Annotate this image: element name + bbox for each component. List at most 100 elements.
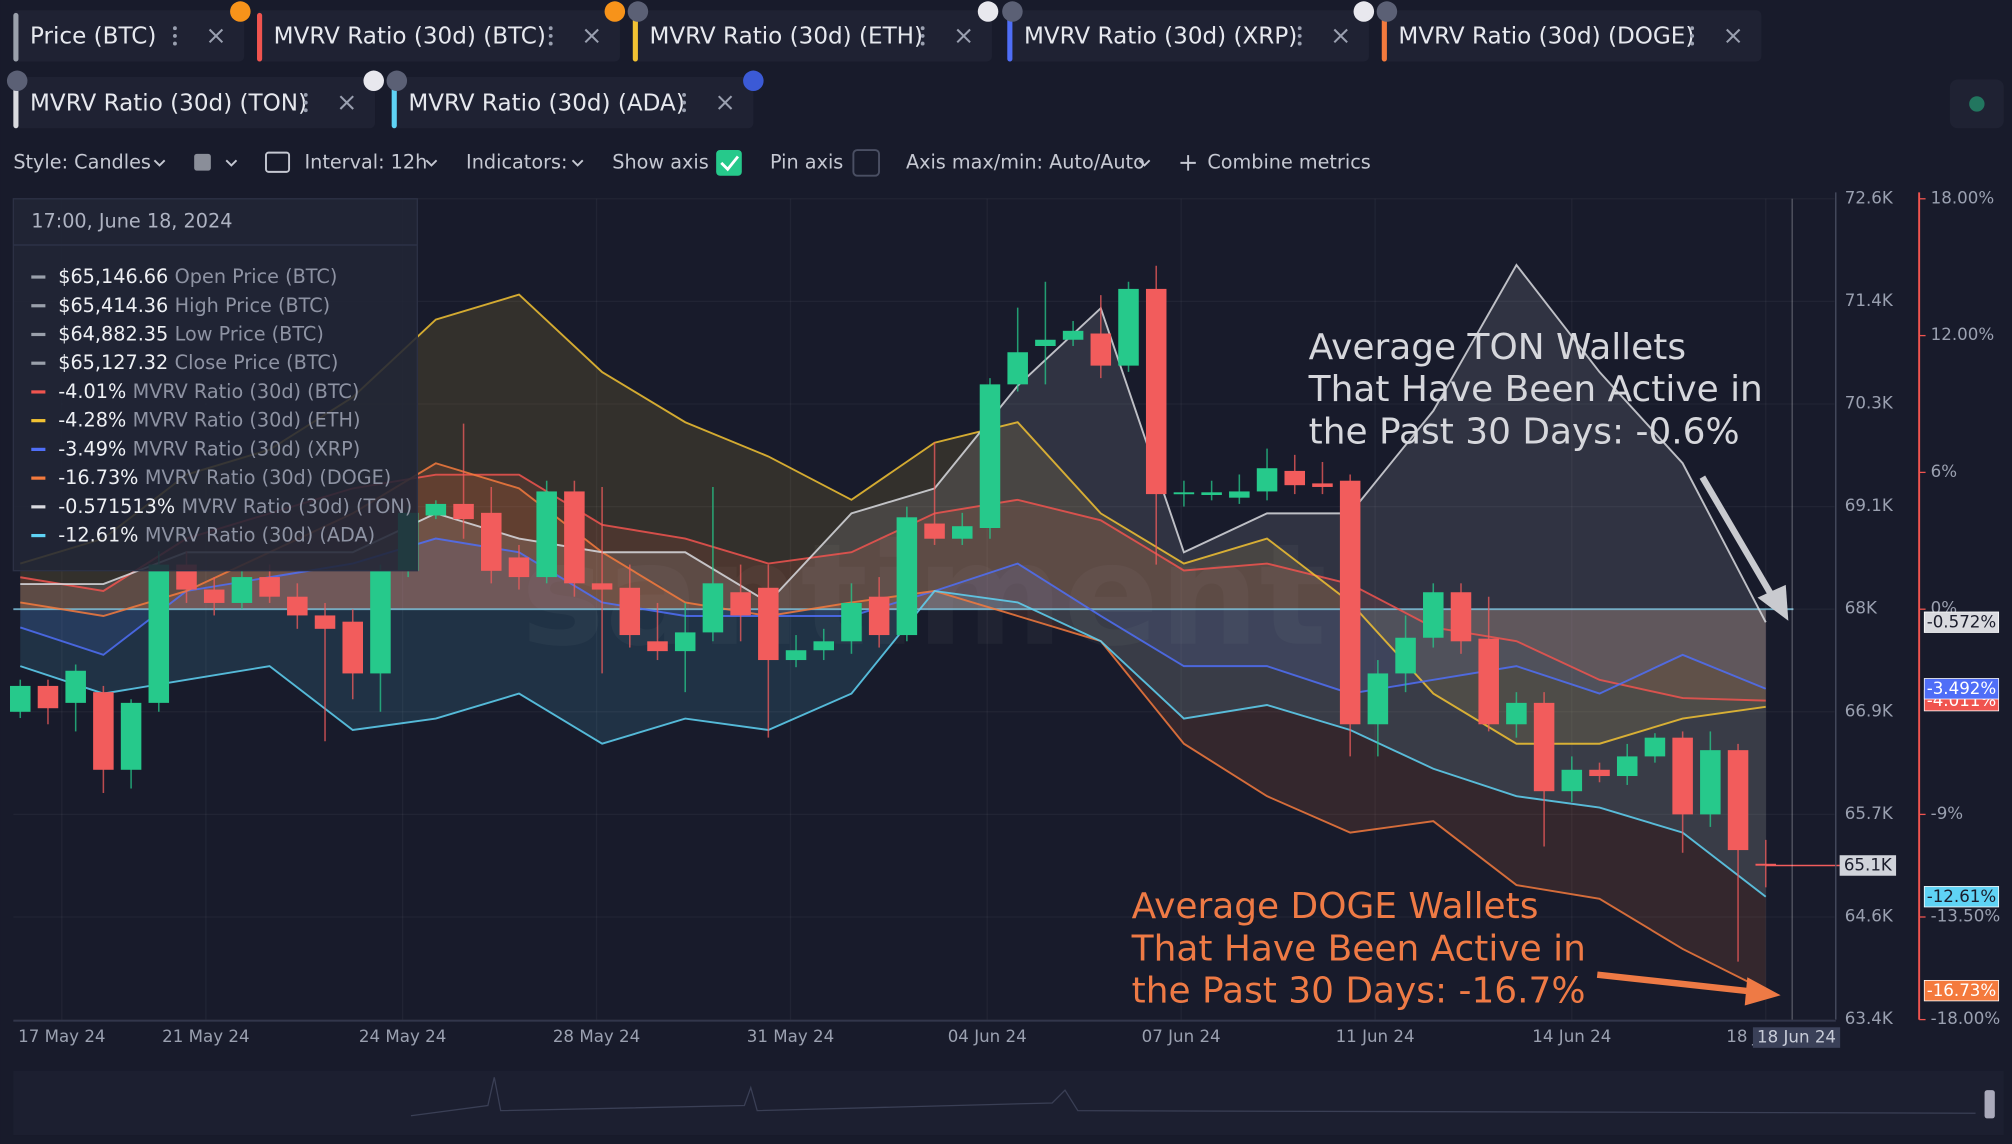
candle-body [1644, 737, 1666, 757]
series-line [19, 589, 1767, 898]
ton-arrow [1699, 475, 1776, 600]
candle-body [314, 615, 336, 629]
candle-body [591, 583, 613, 590]
navigator-trace [410, 1077, 1976, 1117]
x-tick-label: 24 May 24 [359, 1027, 446, 1046]
candle-body [37, 685, 59, 709]
tab-menu-dot [303, 92, 308, 97]
candle-body [10, 685, 31, 712]
tab-close[interactable] [208, 28, 224, 44]
end-label-box [1923, 979, 2000, 1002]
candle-body [203, 589, 225, 603]
tab-close[interactable] [956, 28, 971, 44]
tooltip-value: -16.73% [58, 466, 138, 489]
tooltip-row: -0.571513% MVRV Ratio (30d) (TON) [58, 494, 412, 517]
tooltip-row: $64,882.35 Low Price (BTC) [58, 322, 324, 345]
annotation-line: Average DOGE Wallets [1132, 886, 1539, 927]
tab-close[interactable] [1333, 28, 1348, 44]
tab-close[interactable] [584, 28, 599, 44]
tab-menu-dot [548, 26, 553, 31]
tab-badge [1353, 1, 1375, 22]
x-tick-label: 11 Jun 24 [1336, 1027, 1415, 1046]
candle-body [1118, 288, 1139, 366]
toolbar-item[interactable]: Style: Candles [13, 150, 151, 173]
tab-menu-dot [173, 26, 177, 31]
tab-label: MVRV Ratio (30d) (BTC) [274, 24, 546, 50]
tooltip-value: -3.49% [58, 437, 126, 460]
tab[interactable] [13, 10, 245, 62]
candle-body [120, 702, 142, 770]
candle-body [979, 384, 1001, 529]
toolbar-item[interactable]: Interval: 12h [304, 150, 427, 173]
navigator[interactable] [13, 1070, 2004, 1136]
tab-close[interactable] [339, 95, 354, 110]
tab-menu-dot [920, 26, 925, 31]
tooltip-value: $65,146.66 [58, 265, 168, 288]
tooltip-row: $65,146.66 Open Price (BTC) [58, 265, 337, 288]
candle-body [1284, 470, 1306, 486]
end-label: -3.492% [1927, 679, 1997, 698]
x-tick-label: 14 Jun 24 [1532, 1027, 1611, 1046]
tab[interactable] [257, 10, 620, 62]
candle-body [1035, 339, 1056, 346]
x-tick-label: 04 Jun 24 [948, 1027, 1027, 1046]
tab-menu-dot [1690, 41, 1695, 46]
candle-body [1173, 492, 1195, 495]
candle-body [730, 592, 751, 616]
color-swatch[interactable] [194, 153, 211, 171]
y2-tick-label: 18.00% [1931, 188, 1995, 207]
tab[interactable] [13, 76, 376, 129]
tab-menu-dot [1297, 26, 1302, 31]
candle-body [1450, 592, 1472, 642]
series-area [20, 264, 1766, 623]
tab-menu-dot [682, 108, 687, 113]
candle-body [287, 596, 308, 616]
tab-label: Price (BTC) [30, 24, 156, 50]
candle-body [1672, 737, 1693, 815]
tooltip-value: -4.28% [58, 408, 126, 431]
tooltip-row: -12.61% MVRV Ratio (30d) (ADA) [58, 523, 375, 546]
tab-menu-dot [682, 100, 687, 105]
toolbar-item[interactable]: Combine metrics [1207, 150, 1370, 173]
navigator-handle[interactable] [1984, 1090, 1995, 1119]
tooltip-row: -4.01% MVRV Ratio (30d) (BTC) [58, 379, 359, 402]
x-tick-label: 28 May 24 [553, 1027, 640, 1046]
crosshair-label-box [1752, 1027, 1841, 1048]
y2-tick-label: -13.50% [1931, 906, 2001, 925]
toolbar-item[interactable]: Pin axis [770, 150, 843, 173]
pin-axis-checkbox[interactable] [852, 149, 880, 177]
tab-color [13, 12, 19, 62]
tooltip-value: -4.01% [58, 379, 126, 402]
tab[interactable] [1381, 10, 1762, 62]
interval-icon [265, 151, 291, 173]
show-axis-checkbox[interactable] [716, 150, 742, 176]
tooltip-value: -0.571513% [58, 494, 175, 517]
y-tick-label: 70.3K [1845, 393, 1894, 412]
y-tick-label: 69.1K [1845, 496, 1894, 515]
tab[interactable] [391, 76, 754, 129]
candle-body [619, 587, 641, 636]
tab[interactable] [1007, 10, 1369, 62]
end-label: -0.572% [1927, 612, 1997, 631]
candle-body [93, 692, 114, 770]
toolbar-item[interactable]: Show axis [612, 150, 708, 173]
candle-body [924, 523, 945, 539]
candle-body [1090, 333, 1112, 366]
candle-body [425, 503, 447, 516]
candle-body [1616, 756, 1638, 777]
y-tick-label: 64.6K [1845, 906, 1894, 925]
tab-close[interactable] [1726, 28, 1741, 44]
tooltip-name: Close Price (BTC) [175, 351, 339, 374]
tab-close[interactable] [717, 95, 733, 110]
toolbar-item[interactable]: Axis max/min: Auto/Auto [906, 150, 1145, 173]
candle-body [564, 491, 585, 584]
candle-body [841, 602, 862, 642]
toolbar-item[interactable]: Indicators: [466, 150, 567, 173]
tab-color [391, 79, 397, 129]
tooltip-value: $65,127.32 [58, 351, 168, 374]
tab[interactable] [632, 10, 992, 62]
tooltip-name: Open Price (BTC) [175, 265, 338, 288]
candle-body [1700, 750, 1721, 815]
end-label-box [1923, 886, 2000, 908]
